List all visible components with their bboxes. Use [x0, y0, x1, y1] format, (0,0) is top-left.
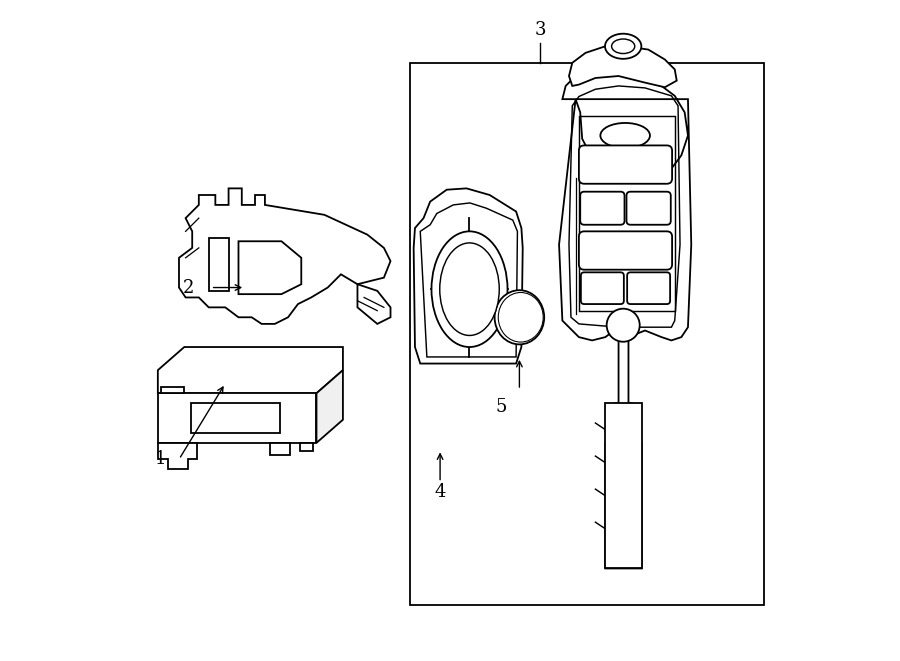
FancyBboxPatch shape [627, 272, 670, 304]
Polygon shape [270, 443, 290, 455]
Polygon shape [559, 69, 691, 568]
Ellipse shape [612, 39, 634, 54]
FancyBboxPatch shape [579, 145, 672, 184]
Polygon shape [606, 403, 642, 568]
FancyBboxPatch shape [410, 63, 764, 605]
Polygon shape [300, 443, 313, 451]
Ellipse shape [605, 34, 642, 59]
Polygon shape [161, 387, 184, 393]
Ellipse shape [600, 123, 650, 148]
Polygon shape [209, 238, 229, 291]
Polygon shape [179, 188, 391, 324]
Text: 2: 2 [184, 278, 194, 297]
FancyBboxPatch shape [626, 192, 670, 225]
Circle shape [607, 309, 640, 342]
Ellipse shape [499, 292, 544, 342]
FancyBboxPatch shape [580, 272, 624, 304]
Text: 5: 5 [495, 397, 507, 416]
Polygon shape [238, 241, 302, 294]
Text: 1: 1 [155, 450, 166, 469]
Text: 4: 4 [435, 483, 446, 502]
Polygon shape [414, 188, 523, 364]
Polygon shape [158, 347, 343, 393]
Text: 3: 3 [534, 20, 545, 39]
Polygon shape [191, 403, 280, 433]
Ellipse shape [440, 243, 500, 335]
Polygon shape [158, 393, 317, 443]
FancyBboxPatch shape [579, 231, 672, 270]
Polygon shape [317, 370, 343, 443]
Ellipse shape [431, 231, 508, 347]
Polygon shape [158, 443, 197, 469]
Polygon shape [357, 284, 391, 324]
Ellipse shape [495, 290, 544, 344]
FancyBboxPatch shape [580, 192, 625, 225]
Polygon shape [569, 46, 677, 87]
